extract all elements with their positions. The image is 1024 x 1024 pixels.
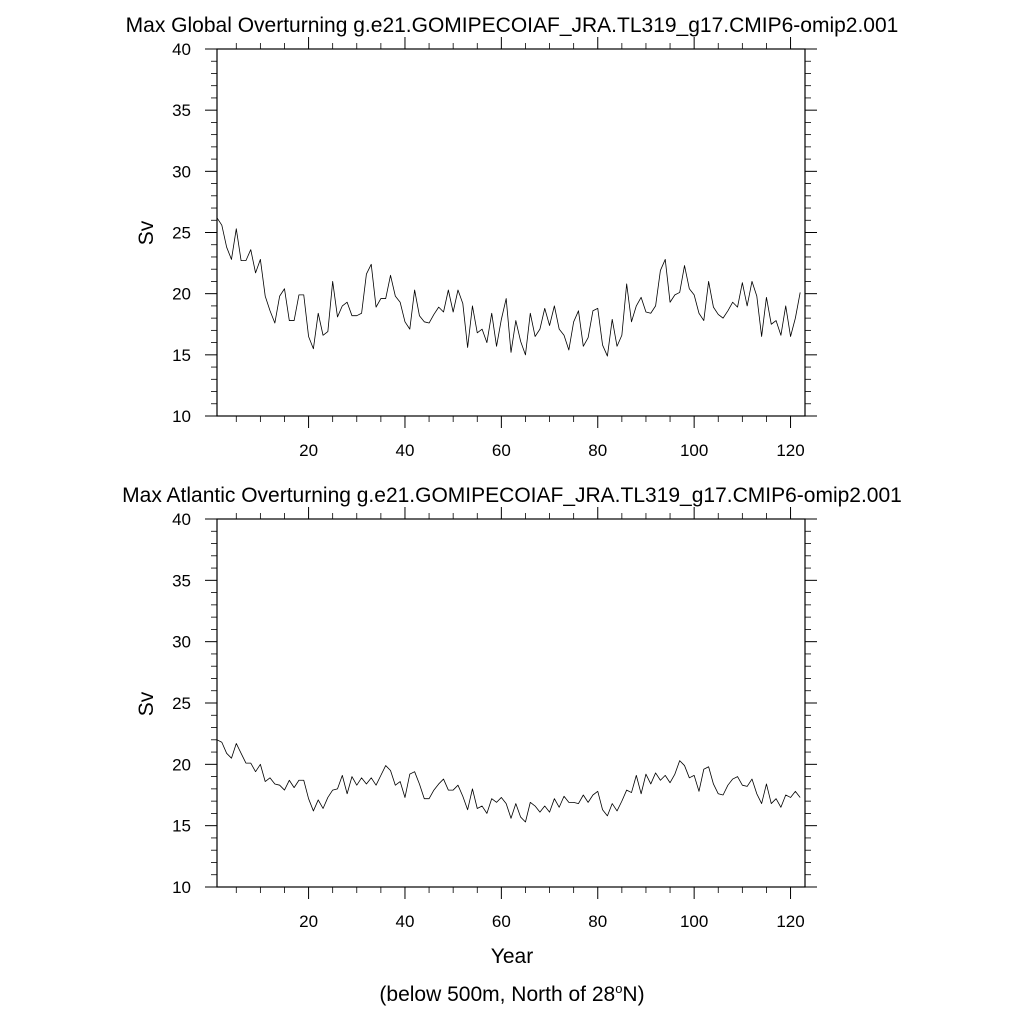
global-axis-ticks bbox=[205, 37, 817, 428]
atlantic-plot-frame bbox=[216, 518, 806, 888]
atlantic-x-tick-label: 40 bbox=[396, 912, 415, 931]
global-chart-title: Max Global Overturning g.e21.GOMIPECOIAF… bbox=[126, 14, 899, 37]
atlantic-y-axis-label: Sv bbox=[135, 691, 158, 716]
degree-superscript: o bbox=[615, 981, 623, 996]
global-y-tick-label: 20 bbox=[172, 285, 191, 304]
atlantic-y-tick-label: 10 bbox=[172, 878, 191, 897]
atlantic-x-tick-label: 20 bbox=[299, 912, 318, 931]
atlantic-axis-ticks bbox=[205, 507, 817, 899]
global-x-tick-label: 40 bbox=[396, 441, 415, 460]
atlantic-tick-labels: 10 15 20 25 30 35 40 20 40 60 80 100 120 bbox=[172, 510, 805, 931]
global-x-tick-label: 60 bbox=[492, 441, 511, 460]
global-y-tick-label: 25 bbox=[172, 224, 191, 243]
atlantic-y-tick-label: 40 bbox=[172, 510, 191, 529]
atlantic-y-tick-label: 30 bbox=[172, 633, 191, 652]
global-overturning-panel: Max Global Overturning g.e21.GOMIPECOIAF… bbox=[126, 14, 899, 460]
global-y-axis-label: Sv bbox=[135, 220, 158, 245]
x-axis-label: Year bbox=[491, 945, 533, 968]
global-x-tick-label: 100 bbox=[680, 441, 708, 460]
global-y-tick-label: 10 bbox=[172, 407, 191, 426]
atlantic-y-tick-label: 25 bbox=[172, 694, 191, 713]
global-x-tick-label: 20 bbox=[299, 441, 318, 460]
atlantic-x-tick-label: 100 bbox=[680, 912, 708, 931]
atlantic-x-tick-label: 60 bbox=[492, 912, 511, 931]
footnote-suffix: N) bbox=[622, 983, 645, 1006]
atlantic-x-tick-label: 120 bbox=[776, 912, 804, 931]
global-tick-labels: 10 15 20 25 30 35 40 20 40 60 80 100 120 bbox=[172, 40, 805, 460]
global-y-tick-label: 30 bbox=[172, 162, 191, 181]
global-x-tick-label: 80 bbox=[588, 441, 607, 460]
atlantic-overturning-series-line bbox=[216, 739, 801, 823]
global-x-tick-label: 120 bbox=[776, 441, 804, 460]
figure-footnote: (below 500m, North of 28oN) bbox=[0, 981, 1024, 1007]
global-overturning-series-line bbox=[216, 217, 801, 357]
atlantic-chart-title: Max Atlantic Overturning g.e21.GOMIPECOI… bbox=[122, 484, 902, 507]
atlantic-y-tick-label: 20 bbox=[172, 755, 191, 774]
footnote-prefix: (below 500m, North of 28 bbox=[379, 983, 616, 1006]
global-plot-frame bbox=[216, 48, 806, 417]
atlantic-overturning-panel: Max Atlantic Overturning g.e21.GOMIPECOI… bbox=[122, 484, 902, 968]
global-y-tick-label: 40 bbox=[172, 40, 191, 59]
global-y-tick-label: 35 bbox=[172, 101, 191, 120]
atlantic-y-tick-label: 35 bbox=[172, 571, 191, 590]
global-y-tick-label: 15 bbox=[172, 346, 191, 365]
atlantic-y-tick-label: 15 bbox=[172, 817, 191, 836]
atlantic-x-tick-label: 80 bbox=[588, 912, 607, 931]
